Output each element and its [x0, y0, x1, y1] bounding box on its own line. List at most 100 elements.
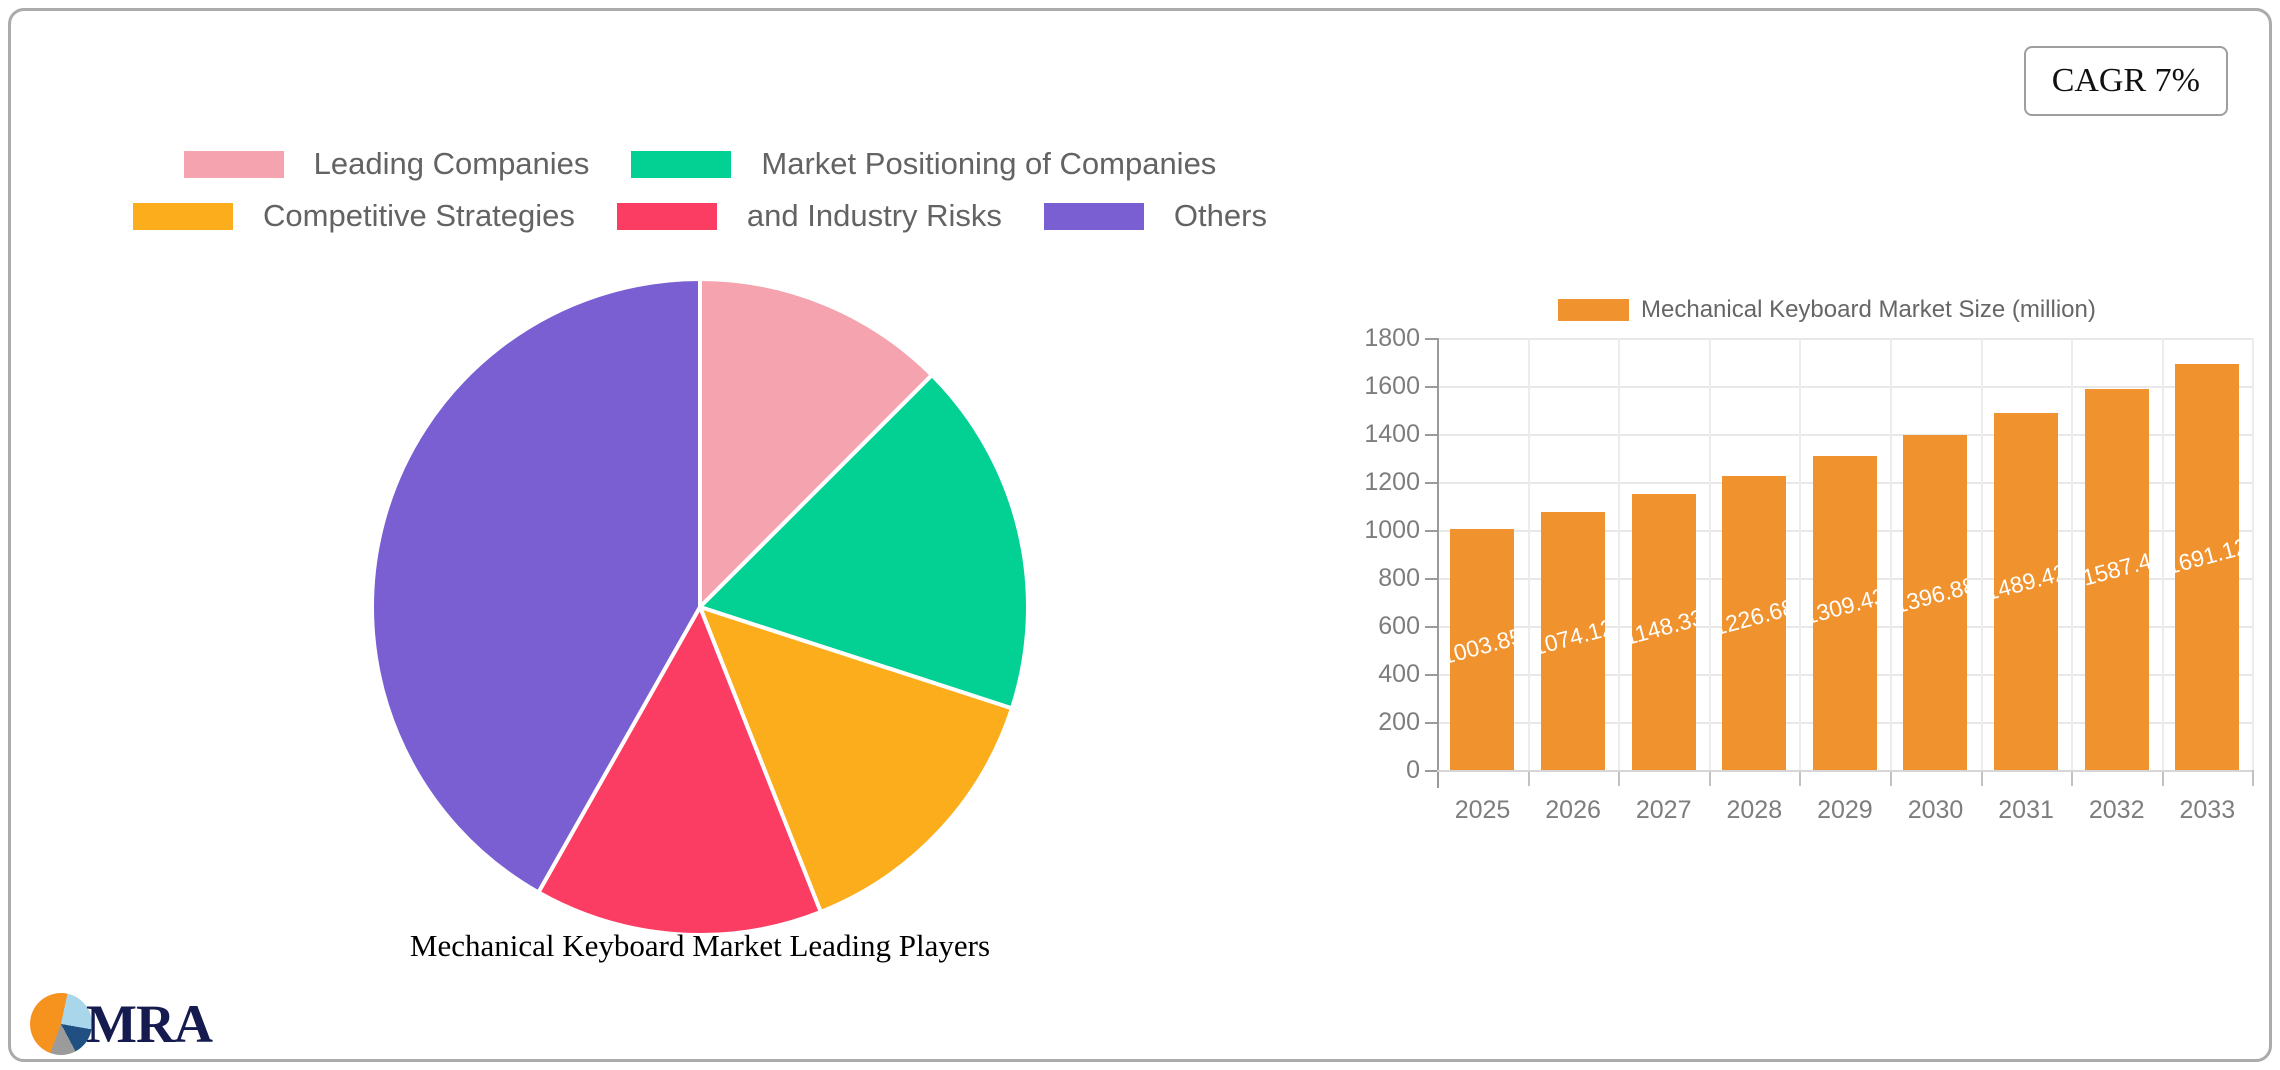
- pie-legend-item: Others: [1043, 198, 1267, 234]
- pie-legend-label: Others: [1173, 198, 1267, 233]
- gridline-vertical: [2071, 338, 2074, 770]
- pie-chart: [370, 277, 1030, 937]
- x-axis-tick: [1980, 770, 1983, 786]
- y-axis-tick: [1425, 626, 1437, 628]
- bar: 1074.12: [1540, 512, 1605, 770]
- bar-chart-legend: Mechanical Keyboard Market Size (million…: [1558, 296, 2096, 324]
- gridline-vertical: [1618, 338, 1621, 770]
- x-axis-tick: [1890, 770, 1892, 786]
- y-axis-label: 0: [1406, 756, 1420, 784]
- bar: 1396.88: [1903, 434, 1968, 770]
- bar-value-label: 1003.85: [1450, 623, 1515, 670]
- y-axis-label: 1200: [1364, 468, 1420, 496]
- x-axis-label: 2029: [1817, 796, 1873, 824]
- pie-legend-row: Competitive Strategies and Industry Risks…: [0, 198, 1400, 234]
- pie-legend-swatch: [631, 150, 732, 178]
- bar-value-label: 1489.42: [1993, 559, 2058, 606]
- y-axis-tick: [1425, 338, 1437, 340]
- bar-value-label: 1309.43: [1812, 582, 1877, 630]
- pie-legend-label: Leading Companies: [313, 146, 590, 181]
- y-axis-label: 1400: [1364, 420, 1420, 448]
- gridline-horizontal: [1437, 386, 2253, 388]
- y-axis-label: 800: [1378, 564, 1420, 592]
- pie-slice: [370, 277, 702, 895]
- bar: 1489.42: [1993, 412, 2058, 770]
- pie-legend-swatch: [616, 202, 717, 230]
- bar-value-label: 1074.12: [1540, 613, 1605, 661]
- x-axis-label: 2031: [1998, 796, 2054, 824]
- pie-legend-row: Leading Companies Market Positioning of C…: [0, 146, 1400, 182]
- cagr-badge: CAGR 7%: [2023, 46, 2228, 116]
- y-axis-label: 200: [1378, 708, 1420, 736]
- bar: 1003.85: [1450, 529, 1515, 770]
- pie-slice: [698, 373, 1030, 711]
- y-axis-tick: [1425, 674, 1437, 676]
- x-axis-tick: [2161, 770, 2164, 786]
- pie-legend-item: Leading Companies: [183, 146, 590, 182]
- x-axis-label: 2027: [1635, 796, 1692, 824]
- x-axis-tick: [1618, 770, 1621, 786]
- y-axis-label: 1600: [1364, 372, 1420, 400]
- mra-logo-text: MRA: [86, 994, 213, 1054]
- x-axis-tick: [2252, 770, 2255, 786]
- gridline-vertical: [1980, 338, 1983, 770]
- bar-value-label: 1148.33: [1631, 604, 1696, 651]
- bar: 1148.33: [1631, 494, 1696, 770]
- bar-value-label: 1226.68: [1722, 593, 1787, 641]
- pie-legend-swatch: [133, 202, 234, 230]
- bar-value-label: 1396.88: [1903, 571, 1968, 618]
- mra-logo: MRA: [30, 993, 213, 1055]
- gridline-vertical: [2161, 338, 2164, 770]
- mra-logo-pie-icon: [30, 993, 92, 1055]
- gridline-horizontal: [1437, 338, 2253, 340]
- y-axis-line: [1437, 338, 1439, 788]
- pie-chart-title: Mechanical Keyboard Market Leading Playe…: [409, 928, 991, 963]
- y-axis-tick: [1425, 482, 1437, 484]
- bar-legend-swatch: [1558, 299, 1629, 321]
- y-axis-tick: [1425, 578, 1437, 580]
- y-axis-label: 400: [1378, 660, 1420, 688]
- x-axis-tick: [2071, 770, 2074, 786]
- x-axis-tick: [1799, 770, 1802, 786]
- pie-legend-item: Market Positioning of Companies: [631, 146, 1216, 182]
- bar-legend-label: Mechanical Keyboard Market Size (million…: [1641, 296, 2096, 323]
- cagr-badge-label: CAGR 7%: [2051, 62, 2200, 99]
- y-axis-tick: [1425, 530, 1437, 532]
- x-axis-tick: [1708, 770, 1711, 786]
- gridline-vertical: [1890, 338, 1892, 770]
- y-axis-label: 1000: [1364, 516, 1420, 544]
- x-axis-line: [1437, 770, 2253, 772]
- x-axis-tick: [1527, 770, 1530, 786]
- x-axis-label: 2033: [2179, 796, 2236, 824]
- y-axis-label: 1800: [1364, 324, 1420, 352]
- x-axis-label: 2025: [1454, 796, 1511, 824]
- x-axis-label: 2032: [2088, 796, 2145, 824]
- bar: 1226.68: [1722, 475, 1787, 770]
- y-axis-tick: [1425, 722, 1437, 724]
- gridline-vertical: [1799, 338, 1802, 770]
- pie-slice: [698, 605, 1014, 914]
- pie-legend-label: Market Positioning of Companies: [761, 146, 1217, 181]
- pie-legend-item: and Industry Risks: [616, 198, 1002, 234]
- pie-slice: [698, 277, 934, 609]
- y-axis-label: 600: [1378, 612, 1420, 640]
- x-axis-label: 2030: [1907, 796, 1964, 824]
- gridline-vertical: [2252, 338, 2255, 770]
- pie-legend-swatch: [1043, 202, 1144, 230]
- x-axis-label: 2026: [1545, 796, 1601, 824]
- pie-legend-label: Competitive Strategies: [263, 198, 575, 233]
- pie-legend-label: and Industry Risks: [746, 198, 1002, 233]
- pie-legend-swatch: [183, 150, 284, 178]
- gridline-vertical: [1708, 338, 1711, 770]
- bar-value-label: 1691.12: [2175, 532, 2240, 580]
- y-axis-tick: [1425, 434, 1437, 436]
- bar: 1691.12: [2175, 364, 2240, 770]
- y-axis-tick: [1425, 770, 1437, 772]
- bar: 1309.43: [1812, 455, 1877, 770]
- pie-legend: Leading Companies Market Positioning of C…: [0, 146, 1400, 234]
- x-axis-label: 2028: [1726, 796, 1783, 824]
- gridline-horizontal: [1437, 434, 2253, 436]
- pie-slice: [536, 605, 823, 937]
- y-axis-tick: [1425, 386, 1437, 388]
- bar-value-label: 1587.4: [2084, 547, 2149, 592]
